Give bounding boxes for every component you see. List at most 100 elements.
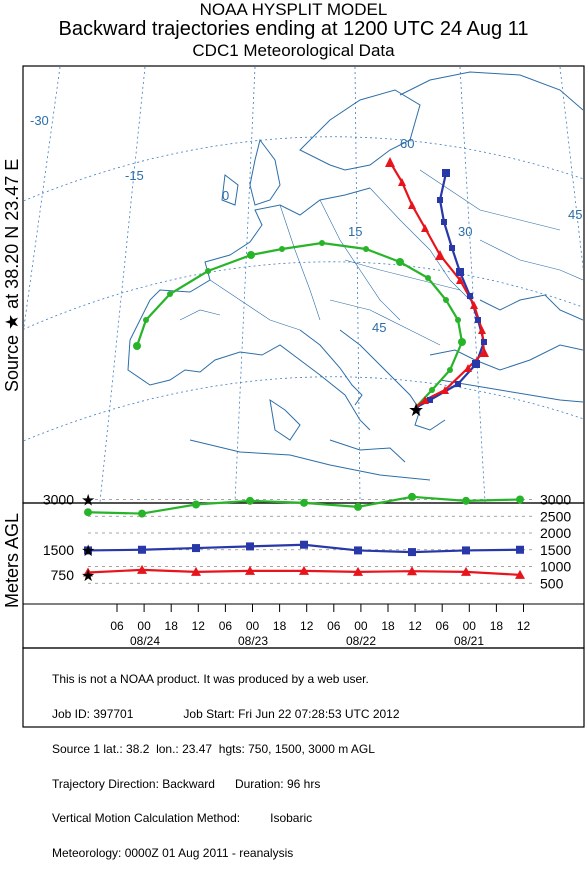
map-area: -30 -15 0 15 30 45 60 45 ★ <box>24 67 583 502</box>
height-tick-label: 2000 <box>540 525 571 541</box>
height-tick-label: 1500 <box>540 542 571 558</box>
height-point <box>407 566 417 576</box>
height-point <box>516 545 524 554</box>
height-point <box>354 502 362 511</box>
trajectory-marker <box>464 364 472 372</box>
longitude-label: 15 <box>348 224 362 239</box>
graticule-labels: -30 -15 0 15 30 45 60 45 <box>30 113 582 335</box>
time-tick-label: 00 <box>354 619 368 633</box>
trajectory-marker <box>437 197 443 203</box>
time-tick-label: 18 <box>273 619 287 633</box>
trajectory-marker <box>425 275 431 281</box>
trajectory-marker <box>398 178 406 186</box>
trajectory-marker <box>478 326 486 334</box>
graticule-lines <box>24 67 583 502</box>
source-star-icon: ★ <box>81 543 95 560</box>
time-tick-label: 06 <box>110 619 124 633</box>
height-point <box>246 542 254 551</box>
footer-line: Meteorology: 0000Z 01 Aug 2011 - reanaly… <box>52 846 294 861</box>
coastlines <box>127 71 583 481</box>
source-star-icon: ★ <box>81 493 95 510</box>
height-point <box>408 492 416 501</box>
height-point <box>83 567 93 577</box>
footer-line: Trajectory Direction: Backward Duration:… <box>52 776 321 791</box>
height-point <box>354 546 362 555</box>
height-point <box>408 548 416 557</box>
title-model: NOAA HYSPLIT MODEL <box>199 0 388 19</box>
trajectory-marker <box>449 245 455 251</box>
date-label: 08/21 <box>454 634 484 648</box>
trajectory-marker <box>435 250 445 260</box>
trajectory-marker <box>442 169 450 177</box>
trajectory-marker <box>456 268 464 276</box>
time-tick-label: 18 <box>490 619 504 633</box>
trajectory-marker <box>408 201 416 209</box>
trajectory-marker <box>421 396 429 404</box>
height-tick-label: 1000 <box>540 559 571 575</box>
trajectory-marker <box>396 258 404 266</box>
time-tick-label: 12 <box>408 619 422 633</box>
time-tick-label: 18 <box>381 619 395 633</box>
height-tick-label: 3000 <box>43 492 74 508</box>
map-frame <box>22 65 585 504</box>
job-info-footer: This is not a NOAA product. It was produ… <box>52 651 400 871</box>
height-point <box>137 564 147 574</box>
footer-frame <box>22 647 585 728</box>
height-point <box>462 496 470 505</box>
height-series <box>83 492 525 579</box>
height-point <box>516 495 524 504</box>
time-tick-label: 06 <box>327 619 341 633</box>
source-star-icon: ★ <box>81 568 95 585</box>
source-star-icon: ★ <box>408 400 424 420</box>
height-point <box>138 545 146 554</box>
country-borders <box>179 169 583 346</box>
trajectory-marker <box>455 381 461 387</box>
trajectory-marker <box>475 317 481 323</box>
trajectory-marker <box>455 317 461 323</box>
height-point <box>246 496 254 505</box>
longitude-label: 0 <box>222 188 229 203</box>
date-label: 08/23 <box>238 634 268 648</box>
height-point <box>138 509 146 518</box>
trajectory-marker <box>205 268 211 274</box>
title-trajectories: Backward trajectories ending at 1200 UTC… <box>58 18 529 40</box>
height-point <box>299 565 309 575</box>
time-tick-label: 00 <box>463 619 477 633</box>
height-point <box>353 566 363 576</box>
height-tick-label: 3000 <box>540 492 571 508</box>
time-tick-label: 18 <box>165 619 179 633</box>
trajectory-marker <box>447 367 453 373</box>
height-point <box>245 565 255 575</box>
longitude-label: -15 <box>125 168 144 183</box>
trajectory-marker <box>472 360 480 368</box>
trajectory-marker <box>467 293 473 299</box>
height-tick-label: 2500 <box>540 508 571 524</box>
height-point <box>192 544 200 553</box>
height-point <box>84 546 92 555</box>
trajectory-markers <box>133 157 489 404</box>
longitude-label: -30 <box>30 113 49 128</box>
trajectory-marker <box>167 291 173 297</box>
time-tick-label: 12 <box>517 619 531 633</box>
footer-line: Job ID: 397701 Job Start: Fri Jun 22 07:… <box>52 706 400 721</box>
time-axis: 06 00 18 12 06 00 18 12 06 00 18 12 06 00 18 12 08/24 08/… <box>110 604 530 648</box>
time-tick-label: 00 <box>137 619 151 633</box>
trajectory-marker <box>470 301 478 309</box>
trajectory-marker <box>247 251 255 259</box>
longitude-label: 45 <box>568 207 582 222</box>
height-point <box>461 566 471 576</box>
height-point <box>192 500 200 509</box>
trajectory-marker <box>429 387 435 393</box>
trajectory-marker <box>456 276 464 284</box>
trajectory-marker <box>443 297 449 303</box>
height-point <box>515 569 525 579</box>
date-label: 08/22 <box>346 634 376 648</box>
date-label: 08/24 <box>130 634 160 648</box>
latitude-label: 45 <box>372 320 386 335</box>
latitude-label: 60 <box>400 136 414 151</box>
height-tick-label: 1500 <box>43 542 74 558</box>
height-point <box>191 566 201 576</box>
